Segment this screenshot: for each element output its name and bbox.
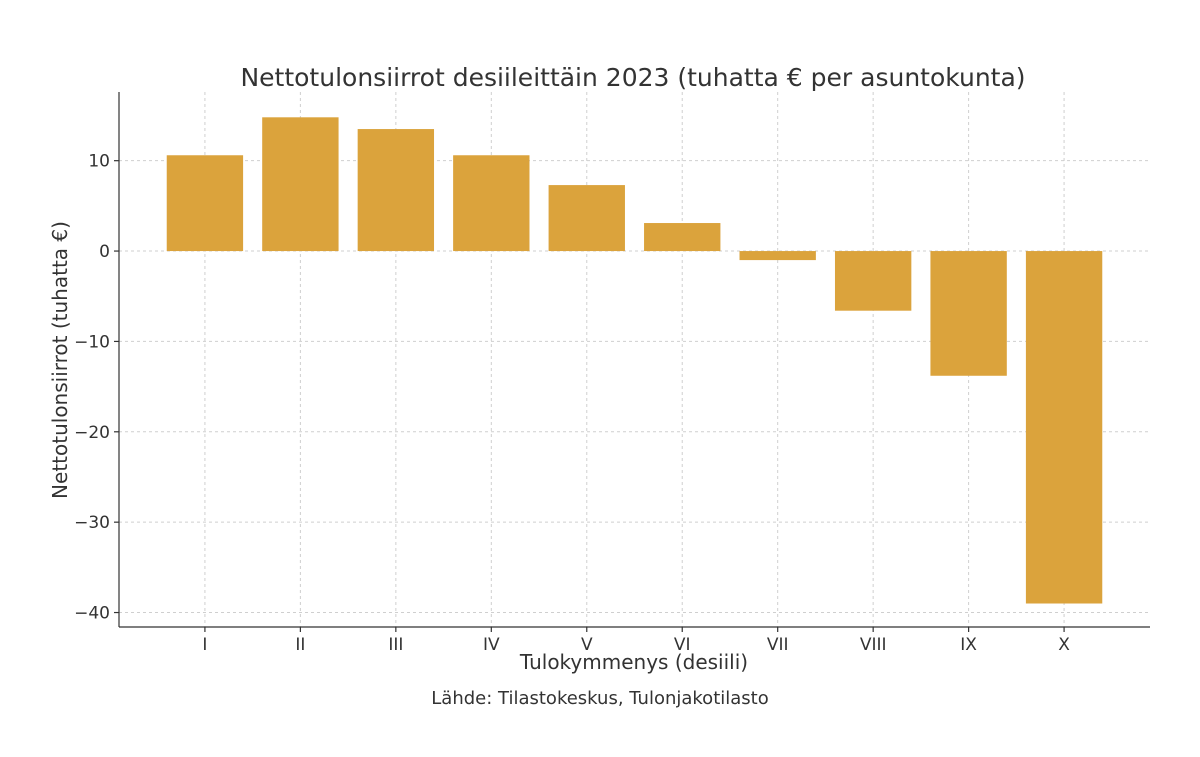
bar-II <box>262 117 339 252</box>
x-tick-layer: I II III IV V VI VII VIII IX X <box>202 627 1070 655</box>
y-tick-label: −30 <box>74 513 110 533</box>
bar-III <box>357 129 435 252</box>
x-tick-label: IX <box>960 635 977 655</box>
x-tick-label: V <box>581 635 593 655</box>
y-tick-layer: 10 0 −10 −20 −30 −40 <box>74 152 119 624</box>
bar-VII <box>739 251 816 261</box>
x-tick-label: II <box>295 635 305 655</box>
bar-X <box>1025 251 1103 604</box>
y-tick-label: −40 <box>74 604 110 624</box>
bar-layer <box>166 117 1103 604</box>
y-axis-label: Nettotulonsiirrot (tuhatta €) <box>48 221 72 499</box>
chart-title: Nettotulonsiirrot desiileittäin 2023 (tu… <box>240 63 1025 92</box>
bar-I <box>166 155 244 252</box>
x-tick-label: I <box>202 635 207 655</box>
y-tick-label: −10 <box>74 332 110 352</box>
x-tick-label: VII <box>767 635 789 655</box>
x-tick-label: VIII <box>860 635 887 655</box>
axis-layer <box>118 92 1150 628</box>
y-tick-label: 0 <box>99 242 110 262</box>
bar-VIII <box>834 251 912 311</box>
x-tick-label: X <box>1058 635 1070 655</box>
bar-IV <box>453 155 530 252</box>
y-tick-label: −20 <box>74 423 110 443</box>
x-tick-label: III <box>388 635 403 655</box>
source-note: Lähde: Tilastokeskus, Tulonjakotilasto <box>431 688 768 709</box>
x-tick-label: IV <box>483 635 500 655</box>
y-tick-label: 10 <box>88 152 110 172</box>
bar-V <box>548 185 625 252</box>
bar-VI <box>644 223 721 252</box>
x-tick-label: VI <box>674 635 691 655</box>
bar-IX <box>930 251 1007 376</box>
x-axis-label: Tulokymmenys (desiili) <box>519 650 748 674</box>
